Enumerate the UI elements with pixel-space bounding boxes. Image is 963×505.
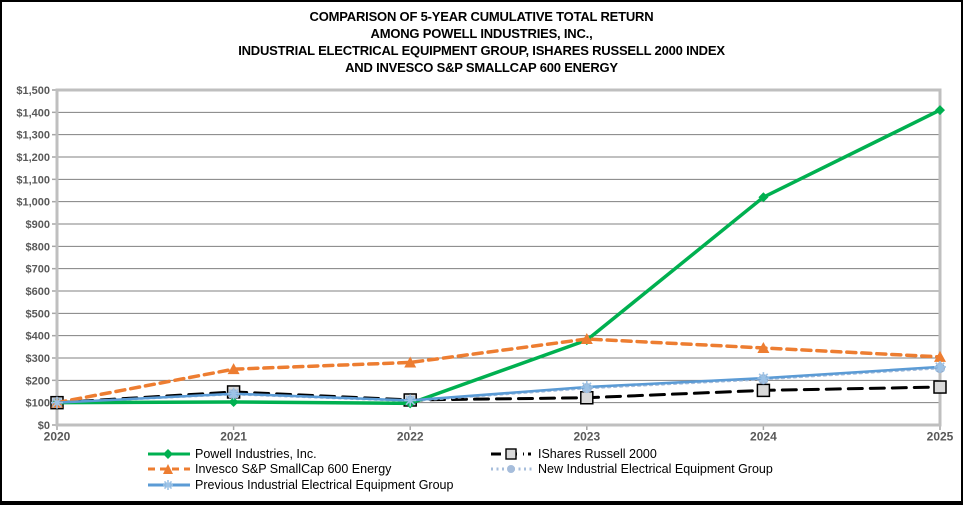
square-marker [580, 391, 594, 405]
series-line [55, 385, 942, 405]
y-axis-label: $1,200 [16, 152, 50, 164]
y-axis-label: $600 [26, 286, 50, 298]
x-axis-label: 2025 [927, 430, 954, 444]
y-axis-label: $1,400 [16, 107, 50, 119]
legend-item-powell-industries-inc: Powell Industries, Inc. [147, 446, 453, 462]
invesco-s-p-smallcap-600-energy-legend-swatch [148, 464, 190, 475]
new-industrial-electrical-equipment-group-legend-swatch [491, 465, 533, 474]
ishares-russell-2000-legend-swatch [491, 448, 531, 460]
asterisk-marker [405, 395, 416, 406]
legend-item-previous-industrial-electrical-equipment-group: Previous Industrial Electrical Equipment… [147, 477, 453, 493]
x-axis: 2020 2021 2022 2023 2024 2025 [44, 425, 954, 444]
y-axis: $0 $100 $200 $300 $400 $500 $600 $700 $800 $900 $1… [16, 85, 57, 432]
y-axis-label: $500 [26, 308, 50, 320]
x-axis-label: 2023 [573, 430, 600, 444]
y-axis-label: $900 [26, 219, 50, 231]
legend-marker [163, 464, 173, 475]
y-axis-label: $100 [26, 398, 50, 410]
y-axis-label: $1,300 [16, 130, 50, 142]
legend-label-invesco-s-p-smallcap-600-energy: Invesco S&P SmallCap 600 Energy [195, 462, 392, 477]
series-previous-industrial-electrical-equipment-group [51, 360, 946, 409]
legend-item-ishares-russell-2000: IShares Russell 2000 [490, 446, 773, 462]
diamond-marker [228, 396, 239, 407]
legend-label-previous-industrial-electrical-equipment-group: Previous Industrial Electrical Equipment… [195, 477, 454, 492]
series-line [55, 108, 942, 406]
x-axis-label: 2024 [750, 430, 777, 444]
plot-border [55, 88, 942, 427]
legend-item-invesco-s-p-smallcap-600-energy: Invesco S&P SmallCap 600 Energy [147, 462, 453, 478]
powell-industries-inc-legend-swatch [148, 448, 190, 459]
asterisk-marker [581, 382, 592, 392]
asterisk-marker [935, 362, 945, 372]
legend-marker [163, 448, 173, 459]
asterisk-marker [758, 373, 769, 383]
y-axis-label: $400 [26, 331, 50, 343]
asterisk-marker [228, 388, 239, 399]
asterisk-marker [52, 397, 62, 408]
legend-label-powell-industries-inc: Powell Industries, Inc. [195, 446, 317, 461]
x-axis-label: 2022 [397, 430, 424, 444]
y-axis-label: $0 [38, 420, 50, 432]
chart-title-line-4: AND INVESCO S&P SMALLCAP 600 ENERGY [345, 60, 618, 75]
legend-marker [505, 448, 531, 460]
previous-industrial-electrical-equipment-group-legend-swatch [148, 479, 190, 490]
y-axis-label: $800 [26, 241, 50, 253]
square-marker [933, 380, 947, 394]
y-axis-label: $300 [26, 353, 50, 365]
series-powell-industries-inc [52, 105, 945, 409]
y-axis-label: $700 [26, 264, 50, 276]
y-axis-label: $1,500 [16, 85, 50, 97]
diamond-marker [758, 192, 769, 203]
legend-column-right: IShares Russell 2000 New Industrial Elect… [490, 446, 773, 477]
legend-marker [163, 479, 173, 490]
square-marker [756, 383, 771, 398]
y-axis-label: $200 [26, 375, 50, 387]
triangle-marker [934, 350, 946, 362]
triangle-marker [227, 363, 240, 375]
chart-title: COMPARISON OF 5-YEAR CUMULATIVE TOTAL RE… [2, 8, 961, 76]
legend-marker [507, 465, 515, 474]
triangle-marker [580, 333, 593, 345]
legend-item-new-industrial-electrical-equipment-group: New Industrial Electrical Equipment Grou… [490, 462, 773, 478]
chart-title-line-1: COMPARISON OF 5-YEAR CUMULATIVE TOTAL RE… [309, 9, 654, 24]
legend-label-ishares-russell-2000: IShares Russell 2000 [538, 446, 657, 461]
y-axis-label: $1,000 [16, 197, 50, 209]
triangle-marker [757, 341, 770, 353]
triangle-marker [404, 356, 417, 368]
x-axis-label: 2021 [220, 430, 247, 444]
y-axis-label: $1,100 [16, 174, 50, 186]
diamond-marker [163, 448, 173, 459]
series-line [55, 365, 942, 404]
chart-title-line-3: INDUSTRIAL ELECTRICAL EQUIPMENT GROUP, I… [238, 43, 725, 58]
x-axis-label: 2020 [44, 430, 71, 444]
chart-title-line-2: AMONG POWELL INDUSTRIES, INC., [370, 26, 593, 41]
series-line [55, 337, 942, 405]
legend-column-left: Powell Industries, Inc. Invesco S&P Small… [147, 446, 453, 493]
legend-label-new-industrial-electrical-equipment-group: New Industrial Electrical Equipment Grou… [538, 462, 773, 477]
diamond-marker [935, 105, 945, 116]
